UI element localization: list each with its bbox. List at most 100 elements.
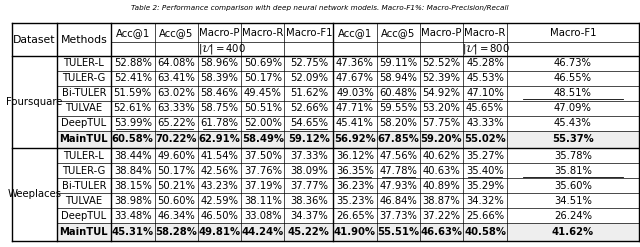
Text: $|\mathcal{U}| = 800$: $|\mathcal{U}| = 800$	[462, 42, 510, 56]
Text: 51.59%: 51.59%	[114, 88, 152, 98]
Text: 58.20%: 58.20%	[380, 118, 417, 128]
Text: 45.65%: 45.65%	[466, 103, 504, 113]
Text: MainTUL: MainTUL	[60, 227, 108, 237]
Text: 52.52%: 52.52%	[422, 58, 461, 68]
Text: Acc@5: Acc@5	[381, 28, 415, 38]
Text: Table 2: Performance comparison with deep neural network models. Macro-F1%: Macr: Table 2: Performance comparison with dee…	[131, 5, 509, 11]
Text: 52.41%: 52.41%	[114, 73, 152, 83]
Text: 53.99%: 53.99%	[114, 118, 152, 128]
Text: 26.24%: 26.24%	[554, 211, 592, 221]
Text: 54.92%: 54.92%	[422, 88, 460, 98]
Text: 40.63%: 40.63%	[422, 166, 460, 176]
Text: 35.23%: 35.23%	[336, 196, 374, 206]
Text: 46.63%: 46.63%	[420, 227, 463, 237]
Text: 59.55%: 59.55%	[379, 103, 417, 113]
Text: 49.03%: 49.03%	[336, 88, 374, 98]
Text: 43.33%: 43.33%	[466, 118, 504, 128]
Text: 50.51%: 50.51%	[244, 103, 282, 113]
Text: 53.20%: 53.20%	[422, 103, 460, 113]
Text: 61.78%: 61.78%	[200, 118, 239, 128]
Text: 42.56%: 42.56%	[200, 166, 239, 176]
Text: 54.65%: 54.65%	[290, 118, 328, 128]
Text: 46.73%: 46.73%	[554, 58, 592, 68]
Text: 45.31%: 45.31%	[111, 227, 154, 237]
Text: 46.50%: 46.50%	[200, 211, 239, 221]
Text: 45.22%: 45.22%	[288, 227, 330, 237]
Text: DeepTUL: DeepTUL	[61, 211, 106, 221]
Text: 38.36%: 38.36%	[290, 196, 328, 206]
Text: 47.09%: 47.09%	[554, 103, 592, 113]
Text: 38.98%: 38.98%	[114, 196, 152, 206]
Text: 25.66%: 25.66%	[466, 211, 504, 221]
Text: 64.08%: 64.08%	[157, 58, 195, 68]
Text: TULER-L: TULER-L	[63, 58, 104, 68]
Text: 50.17%: 50.17%	[157, 166, 195, 176]
Text: Acc@5: Acc@5	[159, 28, 193, 38]
Text: 52.39%: 52.39%	[422, 73, 460, 83]
Text: TULER-G: TULER-G	[62, 166, 106, 176]
Text: 58.96%: 58.96%	[200, 58, 239, 68]
Text: 37.77%: 37.77%	[290, 181, 328, 191]
Text: 36.35%: 36.35%	[336, 166, 374, 176]
Text: 35.78%: 35.78%	[554, 151, 592, 161]
Text: Bi-TULER: Bi-TULER	[61, 181, 106, 191]
Text: 47.78%: 47.78%	[380, 166, 417, 176]
Text: 47.71%: 47.71%	[336, 103, 374, 113]
Text: Macro-F1: Macro-F1	[285, 28, 332, 38]
Text: 47.93%: 47.93%	[380, 181, 417, 191]
Text: 46.84%: 46.84%	[380, 196, 417, 206]
Text: 35.29%: 35.29%	[466, 181, 504, 191]
Text: 41.62%: 41.62%	[552, 227, 594, 237]
Text: TULVAE: TULVAE	[65, 196, 102, 206]
Text: 57.75%: 57.75%	[422, 118, 461, 128]
Text: 65.22%: 65.22%	[157, 118, 195, 128]
Text: 52.88%: 52.88%	[114, 58, 152, 68]
Text: 33.08%: 33.08%	[244, 211, 282, 221]
Text: $|\mathcal{U}| = 400$: $|\mathcal{U}| = 400$	[198, 42, 246, 56]
Text: 45.28%: 45.28%	[466, 58, 504, 68]
Text: TULVAE: TULVAE	[65, 103, 102, 113]
Text: 55.02%: 55.02%	[464, 134, 506, 144]
Text: 67.85%: 67.85%	[377, 134, 419, 144]
Text: DeepTUL: DeepTUL	[61, 118, 106, 128]
Text: 56.92%: 56.92%	[334, 134, 376, 144]
Text: 49.60%: 49.60%	[157, 151, 195, 161]
Text: 58.75%: 58.75%	[200, 103, 239, 113]
Text: 63.41%: 63.41%	[157, 73, 195, 83]
Text: 52.09%: 52.09%	[290, 73, 328, 83]
Text: 37.19%: 37.19%	[244, 181, 282, 191]
Text: 62.91%: 62.91%	[198, 134, 241, 144]
Text: Foursquare: Foursquare	[6, 97, 63, 107]
Text: 36.12%: 36.12%	[336, 151, 374, 161]
FancyBboxPatch shape	[57, 131, 639, 148]
Text: 58.39%: 58.39%	[200, 73, 239, 83]
Text: 34.37%: 34.37%	[290, 211, 328, 221]
Text: 58.49%: 58.49%	[242, 134, 284, 144]
Text: 35.81%: 35.81%	[554, 166, 592, 176]
Text: 46.34%: 46.34%	[157, 211, 195, 221]
Text: 60.48%: 60.48%	[380, 88, 417, 98]
Text: Macro-P: Macro-P	[199, 28, 240, 38]
Text: 58.46%: 58.46%	[200, 88, 239, 98]
Text: 37.22%: 37.22%	[422, 211, 460, 221]
Text: 52.61%: 52.61%	[114, 103, 152, 113]
Text: MainTUL: MainTUL	[60, 134, 108, 144]
Text: 38.87%: 38.87%	[422, 196, 460, 206]
Text: TULER-G: TULER-G	[62, 73, 106, 83]
Text: 50.69%: 50.69%	[244, 58, 282, 68]
Text: 34.32%: 34.32%	[466, 196, 504, 206]
Text: 33.48%: 33.48%	[114, 211, 152, 221]
Text: Macro-P: Macro-P	[421, 28, 461, 38]
Text: 40.62%: 40.62%	[422, 151, 460, 161]
Text: 44.24%: 44.24%	[242, 227, 284, 237]
Text: 38.11%: 38.11%	[244, 196, 282, 206]
Text: Macro-R: Macro-R	[465, 28, 506, 38]
Text: 47.56%: 47.56%	[379, 151, 417, 161]
Text: 41.54%: 41.54%	[200, 151, 239, 161]
Text: 38.44%: 38.44%	[114, 151, 152, 161]
Text: 45.43%: 45.43%	[554, 118, 591, 128]
Text: 38.09%: 38.09%	[290, 166, 328, 176]
Text: 59.12%: 59.12%	[288, 134, 330, 144]
Text: 45.53%: 45.53%	[466, 73, 504, 83]
Text: 60.58%: 60.58%	[112, 134, 154, 144]
